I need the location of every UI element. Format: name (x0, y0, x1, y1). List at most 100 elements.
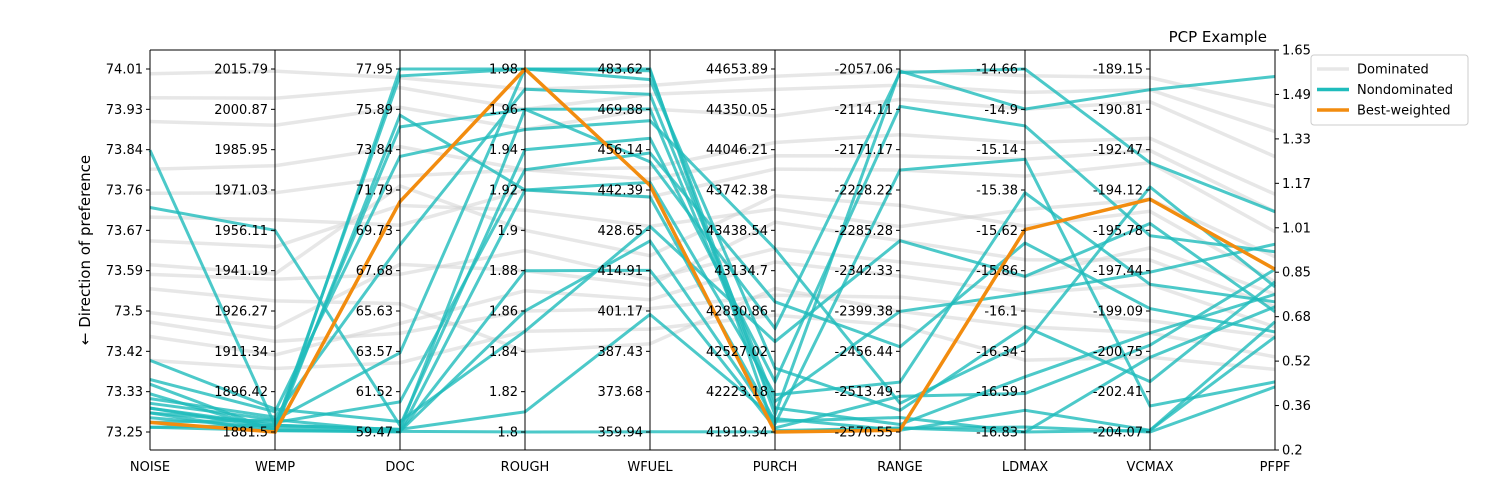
tick-label: 1956.11 (214, 224, 268, 239)
legend: Dominated Nondominated Best-weighted (1310, 54, 1469, 126)
tick-label: 63.57 (356, 345, 393, 360)
y-axis-label: ← Direction of preference (76, 155, 94, 345)
tick-label: 44653.89 (706, 63, 768, 78)
tick-label: -197.44 (1093, 264, 1143, 279)
tick-label: -192.47 (1093, 143, 1143, 158)
tick-label: -14.66 (976, 63, 1018, 78)
tick-label: 1.33 (1282, 132, 1311, 147)
dominated-line-10 (149, 83, 1276, 134)
tick-label: 61.52 (356, 385, 393, 400)
best-weighted-line-group (149, 66, 1276, 434)
axis-label-wemp: WEMP (255, 460, 295, 475)
tick-label: -2228.22 (835, 184, 893, 199)
tick-label: -2456.44 (835, 345, 893, 360)
tick-label: -2285.28 (835, 224, 893, 239)
tick-label: -16.59 (976, 385, 1018, 400)
tick-label: -194.12 (1093, 184, 1143, 199)
nondominated-line-3 (149, 67, 1276, 422)
tick-label: 387.43 (598, 345, 644, 360)
dominated-line-9 (149, 197, 1276, 259)
tick-label: 414.91 (598, 264, 644, 279)
tick-label: -14.9 (984, 103, 1018, 118)
tick-label: 1.92 (489, 184, 518, 199)
tick-label: 42830.86 (706, 305, 768, 320)
tick-label: -204.07 (1093, 426, 1143, 441)
axis-label-range: RANGE (877, 460, 922, 475)
dominated-line-7 (149, 132, 1276, 196)
dominated-line-3 (149, 69, 1276, 109)
axis-label-doc: DOC (385, 460, 414, 475)
legend-label-dominated: Dominated (1357, 63, 1429, 78)
tick-label: 77.95 (356, 63, 393, 78)
nondominated-line-9 (149, 67, 1276, 430)
legend-box (1310, 54, 1469, 126)
axis-label-rough: ROUGH (501, 460, 550, 475)
tick-label: 0.36 (1282, 399, 1311, 414)
tick-label: 1971.03 (214, 184, 268, 199)
tick-label: 1941.19 (214, 264, 268, 279)
tick-label: 1.96 (489, 103, 518, 118)
tick-label: 73.67 (106, 224, 143, 239)
legend-label-nondominated: Nondominated (1357, 83, 1453, 98)
legend-label-best-weighted: Best-weighted (1357, 104, 1451, 119)
tick-label: -2513.49 (835, 385, 893, 400)
dominated-line-2 (149, 260, 1276, 357)
tick-label: -189.15 (1093, 63, 1143, 78)
nondominated-line-15 (149, 312, 1276, 432)
tick-label: 73.25 (106, 426, 143, 441)
tick-label: 59.47 (356, 426, 393, 441)
tick-label: 1.82 (489, 385, 518, 400)
tick-label: -2342.33 (835, 264, 893, 279)
tick-label: -16.34 (976, 345, 1018, 360)
axis-label-pfpf: PFPF (1260, 460, 1291, 475)
tick-label: 43438.54 (706, 224, 768, 239)
tick-label: 373.68 (598, 385, 644, 400)
tick-label: 1.8 (497, 426, 518, 441)
axis-label-wfuel: WFUEL (627, 460, 673, 475)
tick-label: 73.59 (106, 264, 143, 279)
nondominated-line-10 (149, 221, 1276, 424)
tick-label: 44046.21 (706, 143, 768, 158)
tick-label: -2399.38 (835, 305, 893, 320)
axes-group: NOISE 73.25 73.33 73.42 73.5 73.59 73.67 73.76 7… (106, 44, 1311, 476)
tick-label: 42527.02 (706, 345, 768, 360)
tick-label: 428.65 (598, 224, 644, 239)
tick-label: 1.9 (497, 224, 518, 239)
tick-label: 442.39 (598, 184, 644, 199)
tick-label: 469.88 (598, 103, 644, 118)
tick-label: 1.88 (489, 264, 518, 279)
tick-label: 483.62 (598, 63, 644, 78)
axis-label-purch: PURCH (753, 460, 798, 475)
tick-label: 73.42 (106, 345, 143, 360)
tick-label: 1.65 (1282, 44, 1311, 59)
tick-label: -16.83 (976, 426, 1018, 441)
tick-label: 401.17 (598, 305, 644, 320)
nondominated-line-7 (149, 113, 1276, 433)
tick-label: 65.63 (356, 305, 393, 320)
tick-label: 74.01 (106, 63, 143, 78)
tick-label: 1985.95 (214, 143, 268, 158)
tick-label: 1896.42 (214, 385, 268, 400)
tick-label: 73.33 (106, 385, 143, 400)
tick-label: 0.52 (1282, 355, 1311, 370)
tick-label: 0.68 (1282, 310, 1311, 325)
tick-label: -202.41 (1093, 385, 1143, 400)
tick-label: 71.79 (356, 184, 393, 199)
axis-label-noise: NOISE (130, 460, 170, 475)
nondominated-line-14 (149, 119, 1276, 414)
tick-label: -2114.11 (835, 103, 893, 118)
axis-label-ldmax: LDMAX (1002, 460, 1048, 475)
tick-label: -2057.06 (835, 63, 893, 78)
tick-label: 67.68 (356, 264, 393, 279)
dominated-line-8 (149, 313, 1276, 372)
tick-label: 2015.79 (214, 63, 268, 78)
chart-title: PCP Example (1169, 28, 1267, 46)
tick-label: 1.17 (1282, 177, 1311, 192)
nondominated-line-13 (149, 157, 1276, 433)
dominated-line-13 (149, 148, 1276, 214)
tick-label: -190.81 (1093, 103, 1143, 118)
tick-label: 1881.5 (223, 426, 269, 441)
tick-label: 1.98 (489, 63, 518, 78)
tick-label: 2000.87 (214, 103, 268, 118)
tick-label: 1911.34 (214, 345, 268, 360)
